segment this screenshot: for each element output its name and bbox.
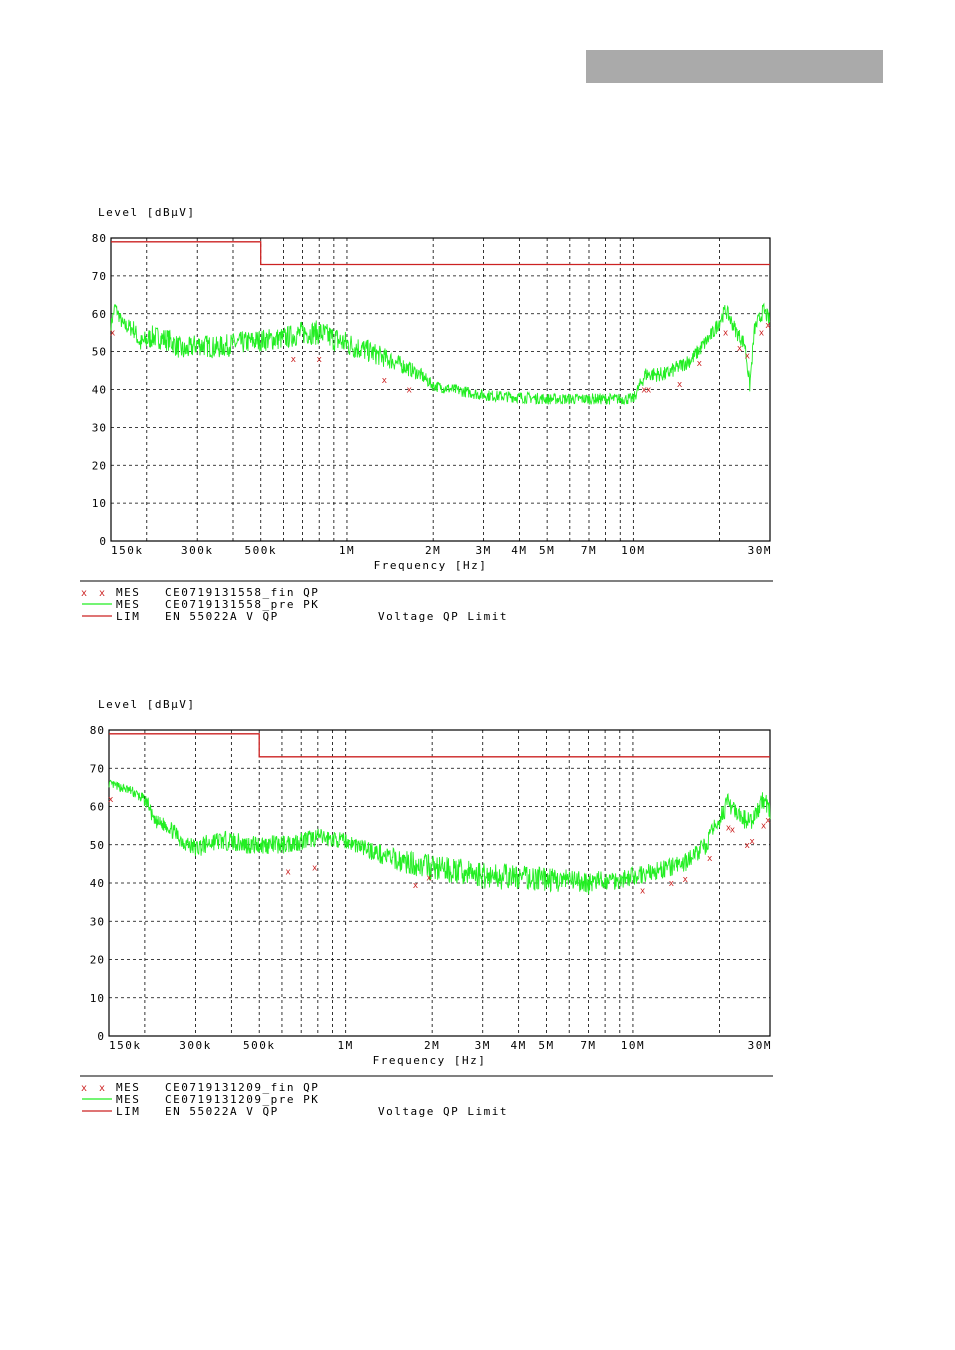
legend-type: LIM — [116, 1105, 140, 1118]
x-tick-label: 150k — [109, 1039, 142, 1052]
limit-line — [111, 241, 770, 266]
x-tick-label: 7M — [581, 544, 597, 557]
pre-scan-trace — [110, 302, 771, 406]
y-axis-label: Level [dBµV] — [98, 698, 195, 711]
final-qp-marker: x — [682, 875, 688, 885]
y-tick-label: 0 — [99, 535, 107, 548]
x-tick-label: 30M — [748, 544, 772, 557]
final-qp-marker: x — [697, 359, 703, 369]
final-qp-marker: x — [312, 864, 318, 874]
limit-line — [109, 733, 770, 758]
final-qp-marker: x — [108, 795, 114, 805]
final-qp-marker: x — [110, 329, 116, 339]
x-tick-label: 1M — [338, 1039, 354, 1052]
y-tick-label: 80 — [90, 724, 105, 737]
y-tick-label: 50 — [90, 839, 105, 852]
final-qp-marker: x — [765, 321, 771, 331]
legend-swatch: x x — [81, 588, 108, 599]
x-tick-label: 500k — [243, 1039, 276, 1052]
legend-note: Voltage QP Limit — [378, 610, 508, 623]
y-tick-label: 30 — [92, 421, 107, 434]
final-qp-marker: x — [707, 854, 713, 864]
x-tick-label: 2M — [424, 1039, 440, 1052]
x-tick-label: 4M — [511, 1039, 527, 1052]
header-gray-bar — [586, 50, 883, 83]
y-tick-label: 20 — [92, 459, 107, 472]
legend-type: MES — [116, 598, 140, 611]
x-tick-label: 3M — [475, 1039, 491, 1052]
x-tick-label: 150k — [111, 544, 144, 557]
y-tick-label: 50 — [92, 346, 107, 359]
emission-chart-1: Level [dBµV] 0 10 20 30 40 50 60 70 80 150k 300k 500… — [80, 206, 773, 623]
x-axis-label: Frequency [Hz] — [374, 559, 488, 572]
legend-name: EN 55022A V QP — [165, 1105, 279, 1118]
y-tick-label: 30 — [90, 915, 105, 928]
final-qp-marker: x — [726, 824, 732, 834]
x-tick-label: 1M — [339, 544, 355, 557]
final-qp-marker: x — [669, 879, 675, 889]
final-qp-marker: x — [745, 351, 751, 361]
x-tick-label: 300k — [179, 1039, 212, 1052]
final-qp-marker: x — [316, 355, 322, 365]
final-qp-marker: x — [730, 825, 736, 835]
legend-type: MES — [116, 586, 140, 599]
final-qp-marker: x — [641, 386, 647, 396]
final-qp-marker: x — [745, 841, 751, 851]
y-tick-label: 40 — [92, 384, 107, 397]
final-qp-marker: x — [291, 355, 297, 365]
final-qp-marker: x — [640, 887, 646, 897]
legend-type: MES — [116, 1081, 140, 1094]
y-tick-label: 70 — [90, 762, 105, 775]
legend-name: CE0719131558_pre PK — [165, 598, 319, 611]
y-tick-label: 10 — [92, 497, 107, 510]
emission-chart-2: Level [dBµV] 0 10 20 30 40 50 60 70 80 150k 300k 500… — [80, 698, 773, 1118]
final-qp-marker: x — [761, 822, 767, 832]
legend-name: CE0719131558_fin QP — [165, 586, 319, 599]
legend-swatch: x x — [81, 1083, 108, 1094]
x-axis-label: Frequency [Hz] — [373, 1054, 487, 1067]
y-tick-label: 60 — [92, 308, 107, 321]
legend-note: Voltage QP Limit — [378, 1105, 508, 1118]
y-tick-label: 20 — [90, 954, 105, 967]
legend-type: MES — [116, 1093, 140, 1106]
x-tick-label: 2M — [425, 544, 441, 557]
x-tick-label: 30M — [748, 1039, 772, 1052]
y-tick-label: 40 — [90, 877, 105, 890]
final-qp-marker: x — [382, 376, 388, 386]
legend-name: CE0719131209_pre PK — [165, 1093, 319, 1106]
x-tick-label: 500k — [244, 544, 277, 557]
x-tick-label: 3M — [475, 544, 491, 557]
final-qp-marker: x — [413, 881, 419, 891]
y-tick-label: 0 — [97, 1030, 105, 1043]
pre-scan-trace — [108, 779, 771, 895]
final-qp-marker: x — [749, 837, 755, 847]
y-tick-label: 60 — [90, 801, 105, 814]
x-tick-label: 7M — [580, 1039, 596, 1052]
final-qp-marker: x — [646, 386, 652, 396]
final-qp-marker: x — [737, 344, 743, 354]
y-tick-label: 70 — [92, 270, 107, 283]
final-qp-marker: x — [426, 873, 432, 883]
final-qp-marker: x — [759, 329, 765, 339]
x-tick-label: 4M — [511, 544, 527, 557]
final-qp-marker: x — [765, 816, 771, 826]
final-qp-marker: x — [285, 868, 291, 878]
y-tick-label: 10 — [90, 992, 105, 1005]
final-qp-marker: x — [723, 329, 729, 339]
legend-name: EN 55022A V QP — [165, 610, 279, 623]
x-tick-label: 10M — [621, 544, 645, 557]
x-tick-label: 5M — [539, 544, 555, 557]
x-tick-label: 10M — [621, 1039, 645, 1052]
final-qp-marker: x — [677, 380, 683, 390]
y-axis-label: Level [dBµV] — [98, 206, 195, 219]
x-tick-label: 5M — [538, 1039, 554, 1052]
y-tick-label: 80 — [92, 232, 107, 245]
x-tick-label: 300k — [181, 544, 214, 557]
final-qp-marker: x — [407, 386, 413, 396]
legend-name: CE0719131209_fin QP — [165, 1081, 319, 1094]
legend-type: LIM — [116, 610, 140, 623]
